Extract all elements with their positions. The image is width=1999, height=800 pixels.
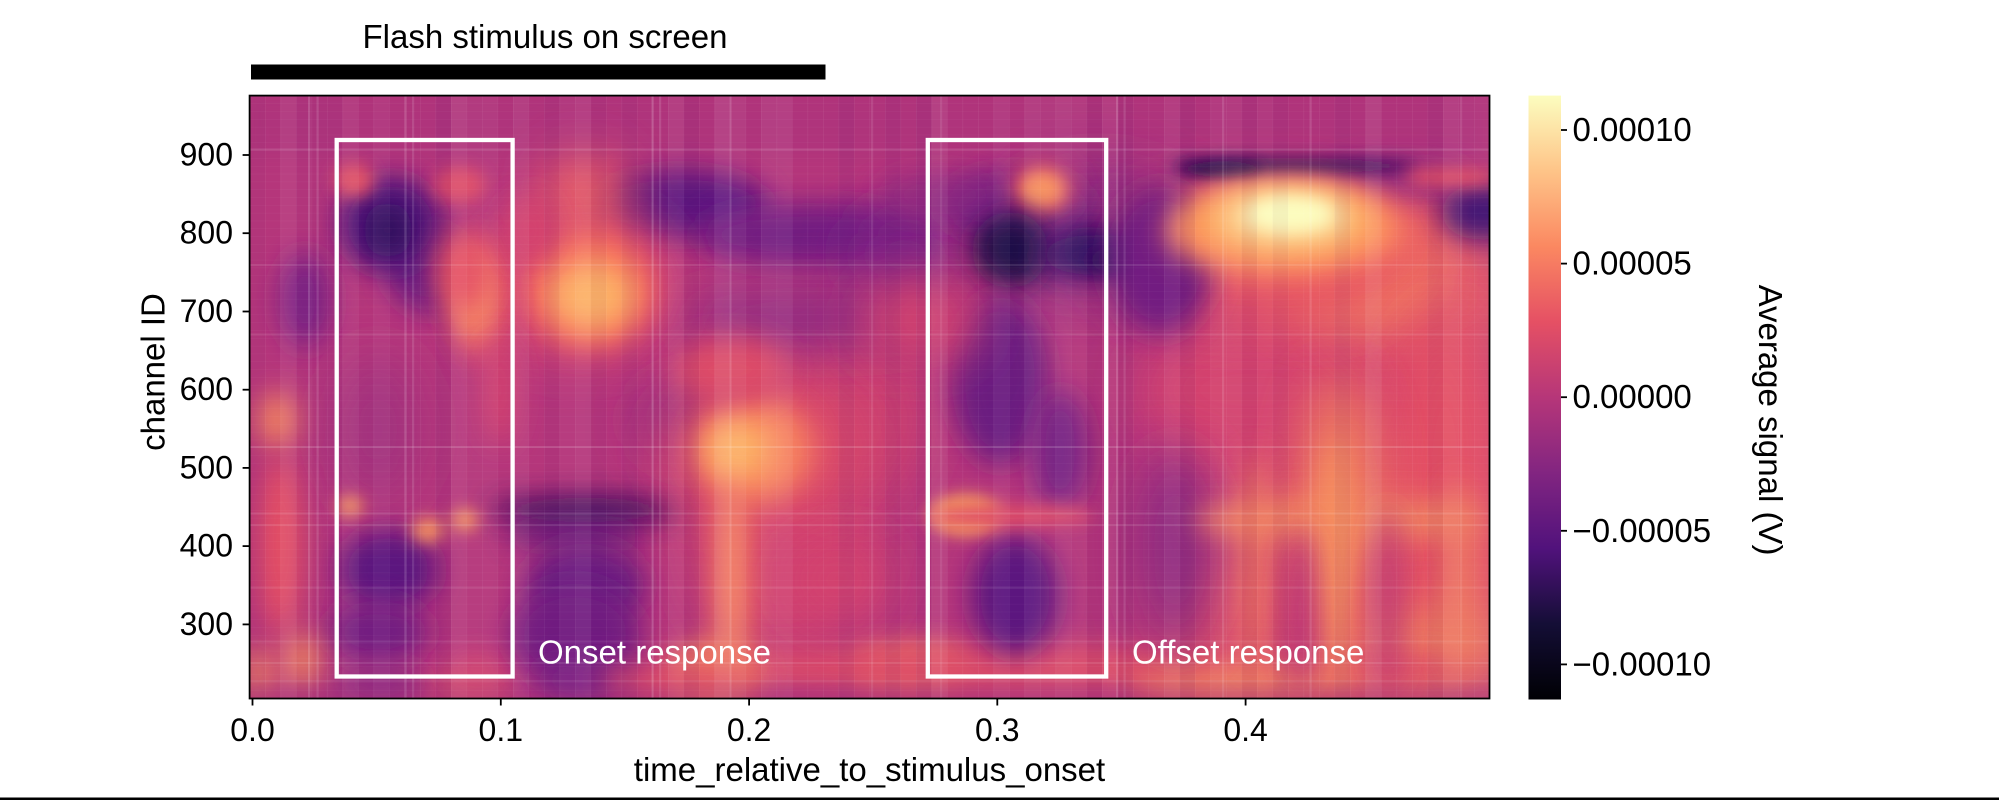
svg-text:−0.00010: −0.00010 bbox=[1573, 645, 1712, 682]
svg-text:500: 500 bbox=[180, 449, 233, 485]
svg-text:0.3: 0.3 bbox=[975, 712, 1019, 748]
svg-text:0.1: 0.1 bbox=[479, 712, 523, 748]
svg-text:900: 900 bbox=[180, 137, 233, 173]
svg-text:time_relative_to_stimulus_onse: time_relative_to_stimulus_onset bbox=[634, 751, 1105, 788]
svg-text:800: 800 bbox=[180, 215, 233, 251]
svg-text:0.0: 0.0 bbox=[230, 712, 274, 748]
svg-text:0.00005: 0.00005 bbox=[1573, 245, 1692, 282]
svg-text:700: 700 bbox=[180, 293, 233, 329]
svg-text:Flash stimulus on screen: Flash stimulus on screen bbox=[363, 18, 728, 55]
svg-text:0.00000: 0.00000 bbox=[1573, 378, 1692, 415]
svg-text:0.2: 0.2 bbox=[727, 712, 771, 748]
svg-text:0.00010: 0.00010 bbox=[1573, 111, 1692, 148]
svg-text:Offset response: Offset response bbox=[1132, 634, 1364, 671]
svg-text:Average signal (V): Average signal (V) bbox=[1752, 285, 1789, 556]
svg-text:400: 400 bbox=[180, 528, 233, 564]
svg-text:600: 600 bbox=[180, 371, 233, 407]
svg-text:300: 300 bbox=[180, 606, 233, 642]
svg-text:0.4: 0.4 bbox=[1223, 712, 1267, 748]
svg-text:channel ID: channel ID bbox=[135, 293, 172, 451]
svg-text:−0.00005: −0.00005 bbox=[1573, 512, 1712, 549]
svg-text:Onset response: Onset response bbox=[538, 634, 771, 671]
